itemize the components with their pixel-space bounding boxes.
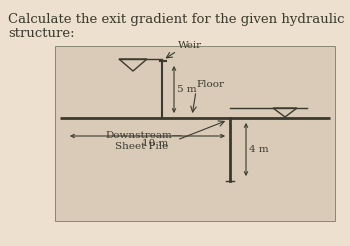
Text: Weir: Weir [178, 41, 202, 50]
Text: Downstream—: Downstream— [105, 131, 182, 140]
Text: structure:: structure: [8, 27, 75, 40]
Text: 4 m: 4 m [249, 145, 269, 154]
Text: 5 m: 5 m [177, 85, 197, 94]
Text: Calculate the exit gradient for the given hydraulic: Calculate the exit gradient for the give… [8, 13, 344, 26]
Text: Sheet Pile: Sheet Pile [115, 142, 168, 151]
Text: 10 m: 10 m [142, 139, 169, 148]
Text: Floor: Floor [196, 80, 224, 89]
FancyBboxPatch shape [55, 46, 335, 221]
